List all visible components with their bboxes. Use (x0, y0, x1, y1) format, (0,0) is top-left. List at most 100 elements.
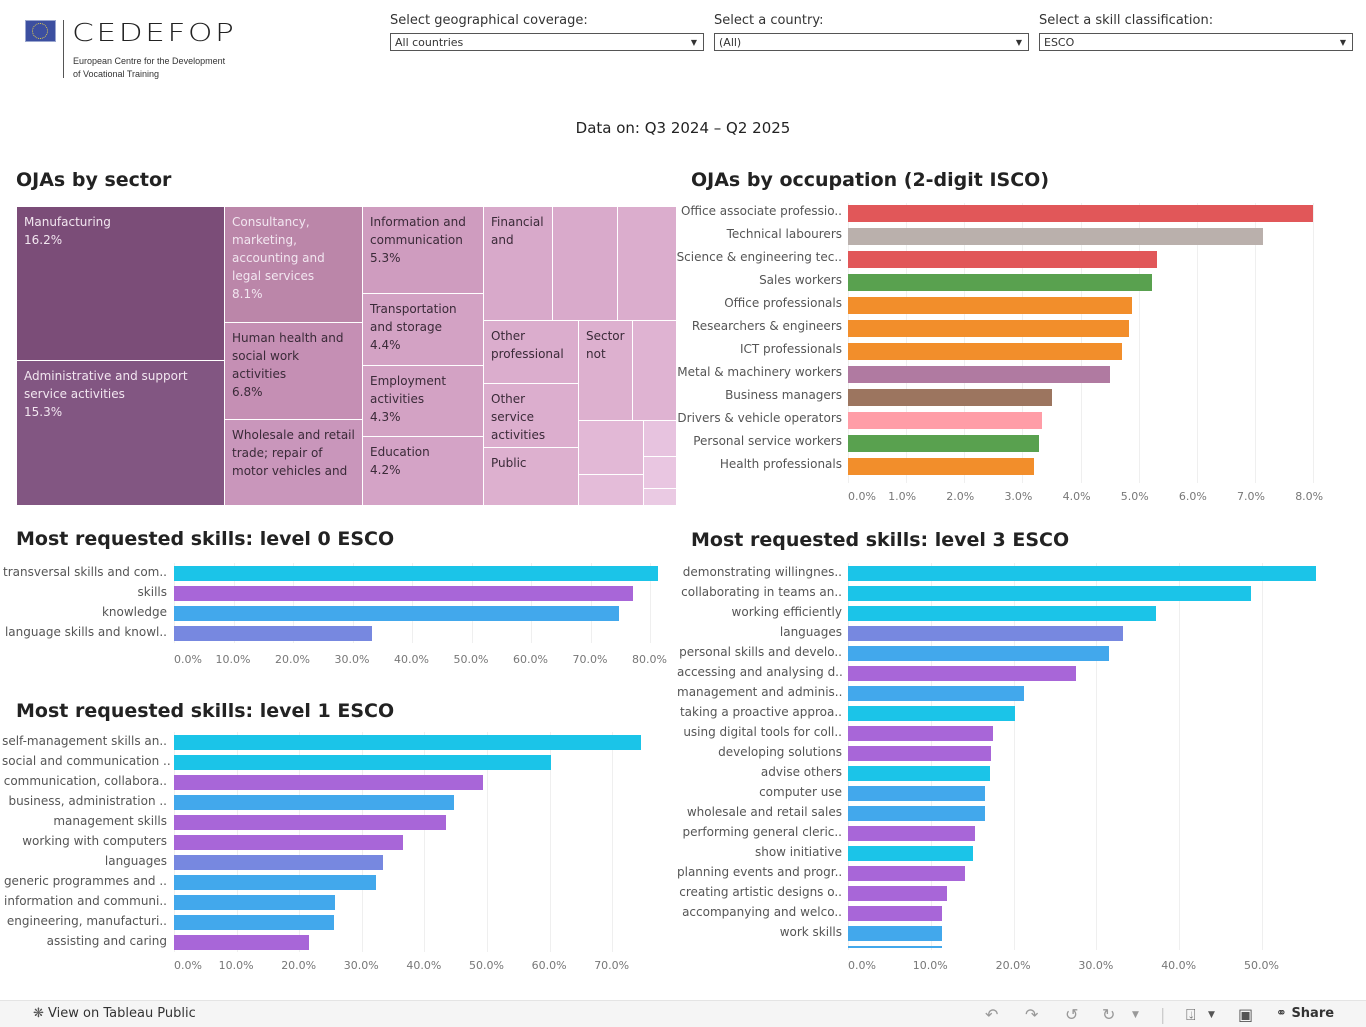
axis-tick-label: 30.0% (334, 653, 370, 666)
bar[interactable] (174, 775, 484, 790)
tableau-logo-icon: ❋ (33, 1006, 44, 1021)
bar[interactable] (848, 726, 993, 741)
bar[interactable] (848, 826, 975, 841)
treemap-tile[interactable] (644, 421, 677, 457)
skill-classification-select[interactable]: ESCO ▼ (1039, 33, 1353, 51)
geo-coverage-select[interactable]: All countries ▼ (390, 33, 704, 51)
bar[interactable] (848, 458, 1035, 475)
treemap-tile[interactable]: Education 4.2% (363, 437, 484, 506)
bar[interactable] (848, 606, 1157, 621)
bar[interactable] (848, 251, 1157, 268)
treemap-tile[interactable] (579, 421, 644, 475)
bar-label: social and communication .. (2, 754, 171, 768)
treemap-tile[interactable] (644, 489, 677, 506)
bar-label: Office professionals (724, 296, 842, 310)
bar[interactable] (848, 646, 1109, 661)
bar[interactable] (848, 846, 974, 861)
view-on-tableau-button[interactable]: ❋ View on Tableau Public (33, 1006, 196, 1021)
treemap-tile[interactable]: Public (484, 448, 579, 506)
bar[interactable] (174, 795, 454, 810)
bar[interactable] (848, 946, 943, 948)
bar[interactable] (848, 866, 965, 881)
download-icon[interactable]: ⍗ (1186, 1005, 1196, 1024)
bar[interactable] (848, 746, 992, 761)
bar-label: Science & engineering tec.. (676, 250, 842, 264)
bar[interactable] (174, 606, 620, 621)
bar[interactable] (848, 228, 1264, 245)
bar[interactable] (848, 706, 1016, 721)
bar[interactable] (848, 626, 1123, 641)
bar[interactable] (174, 815, 447, 830)
treemap-tile[interactable]: Transportation and storage 4.4% (363, 294, 484, 366)
share-button[interactable]: ⚭ Share (1276, 1006, 1334, 1021)
bar[interactable] (174, 755, 551, 770)
bar[interactable] (174, 735, 641, 750)
bar[interactable] (848, 297, 1132, 314)
treemap-tile[interactable]: Information and communication 5.3% (363, 207, 484, 294)
bar[interactable] (848, 343, 1122, 360)
redo-icon[interactable]: ↷ (1025, 1005, 1039, 1024)
bar[interactable] (848, 435, 1039, 452)
bar[interactable] (848, 666, 1076, 681)
bar[interactable] (174, 626, 373, 641)
bar[interactable] (848, 205, 1314, 222)
fullscreen-icon[interactable]: ▣ (1238, 1005, 1254, 1024)
undo-icon[interactable]: ↶ (985, 1005, 999, 1024)
bar[interactable] (848, 320, 1130, 337)
bar[interactable] (174, 915, 334, 930)
gridline (293, 563, 294, 643)
treemap-tile[interactable]: Financial and (484, 207, 553, 321)
treemap-tile[interactable]: Other service activities (484, 384, 579, 448)
refresh-dropdown-icon[interactable]: ▼ (1132, 1010, 1139, 1020)
treemap-tile[interactable] (633, 321, 677, 421)
treemap-tile[interactable]: Sector not (579, 321, 633, 421)
refresh-icon[interactable]: ↻ (1102, 1005, 1116, 1024)
bar[interactable] (174, 935, 309, 950)
bar[interactable] (174, 835, 404, 850)
country-select[interactable]: (All) ▼ (714, 33, 1029, 51)
bar[interactable] (848, 926, 943, 941)
treemap-tile[interactable] (618, 207, 677, 321)
revert-icon[interactable]: ↺ (1065, 1005, 1079, 1024)
axis-tick-label: 0.0% (848, 490, 876, 503)
gridline (531, 563, 532, 643)
treemap-tile[interactable]: Manufacturing 16.2% (17, 207, 225, 361)
treemap-tile[interactable] (644, 457, 677, 489)
geo-coverage-label: Select geographical coverage: (390, 13, 588, 28)
bar[interactable] (848, 786, 986, 801)
bar[interactable] (174, 586, 634, 601)
share-label: Share (1291, 1006, 1335, 1021)
treemap-tile[interactable]: Consultancy, marketing, accounting and l… (225, 207, 363, 323)
bar[interactable] (848, 274, 1152, 291)
bar[interactable] (848, 686, 1024, 701)
treemap-tile[interactable]: Administrative and support service activ… (17, 361, 225, 506)
bar[interactable] (174, 875, 376, 890)
treemap-tile-label: Public (491, 456, 527, 470)
bar[interactable] (848, 906, 943, 921)
bar[interactable] (174, 566, 658, 581)
bar[interactable] (174, 895, 335, 910)
treemap-tile[interactable] (553, 207, 618, 321)
treemap-tile[interactable] (579, 475, 644, 506)
bar[interactable] (848, 412, 1042, 429)
axis-tick-label: 60.0% (513, 653, 548, 666)
cedefop-logo: CEDEFOP (72, 18, 237, 47)
treemap-tile[interactable]: Employment activities 4.3% (363, 366, 484, 437)
bar[interactable] (174, 855, 384, 870)
bar[interactable] (848, 806, 985, 821)
bar[interactable] (848, 566, 1316, 581)
bar[interactable] (848, 586, 1252, 601)
bar[interactable] (848, 389, 1052, 406)
treemap-tile[interactable]: Wholesale and retail trade; repair of mo… (225, 420, 363, 506)
bar-label: accompanying and welco.. (682, 905, 842, 919)
bar-label: Drivers & vehicle operators (677, 411, 842, 425)
treemap-tile[interactable]: Other professional (484, 321, 579, 384)
bar[interactable] (848, 366, 1110, 383)
toolbar-divider: | (1160, 1005, 1166, 1024)
bar[interactable] (848, 886, 947, 901)
bar[interactable] (848, 766, 991, 781)
treemap-tile[interactable]: Human health and social work activities 6… (225, 323, 363, 420)
tableau-toolbar: ❋ View on Tableau Public ↶ ↷ ↺ ↻ ▼ | ⍗ ▼… (0, 1000, 1366, 1027)
gridline (352, 563, 354, 643)
download-dropdown-icon[interactable]: ▼ (1208, 1010, 1215, 1020)
